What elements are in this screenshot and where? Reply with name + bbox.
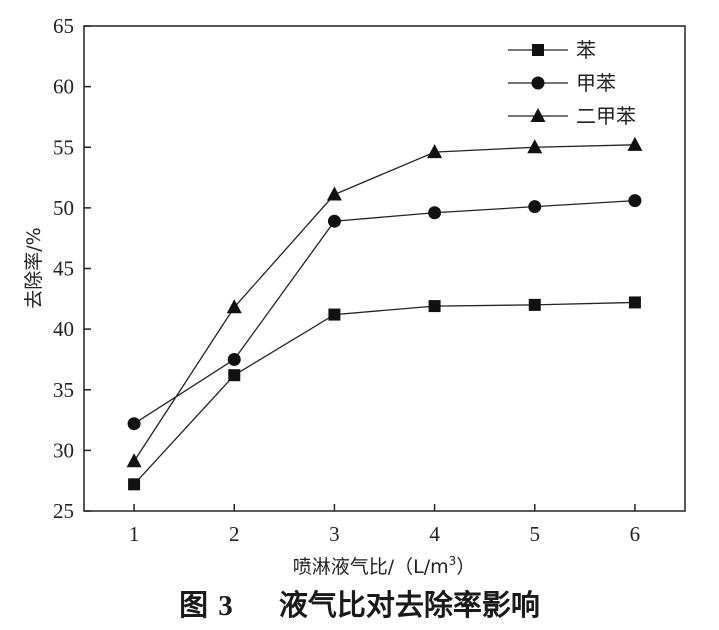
data-point-series-1 (228, 369, 241, 382)
data-point-series-1 (128, 478, 141, 491)
data-point-series-2 (127, 417, 141, 431)
data-point-series-2 (528, 200, 542, 214)
series-line-3 (133, 144, 635, 462)
legend-marker (532, 44, 544, 56)
x-tick-label: 2 (229, 522, 240, 546)
data-point-series-3 (226, 299, 242, 314)
caption-number: 3 (218, 590, 233, 622)
y-tick-label: 45 (53, 257, 74, 281)
caption-prefix: 图 (179, 588, 209, 622)
legend-marker (530, 108, 546, 122)
plot-frame (83, 25, 686, 512)
x-tick-label: 4 (429, 522, 440, 546)
y-axis-label: 去除率/% (23, 227, 45, 308)
y-tick-label: 55 (53, 135, 74, 159)
x-tick-label: 6 (630, 522, 641, 546)
x-axis-label-superscript: 3 (449, 554, 457, 568)
figure-caption: 图 3 液气比对去除率影响 (0, 582, 719, 624)
data-point-series-1 (528, 298, 541, 311)
series-line-1 (133, 301, 635, 485)
data-point-series-3 (427, 144, 443, 159)
y-tick-label: 30 (53, 438, 74, 462)
y-tick-label: 60 (53, 75, 74, 99)
legend-label: 二甲苯 (576, 104, 636, 128)
x-axis-label-main: 喷淋液气比/（L/m (293, 556, 449, 578)
y-tick-label: 40 (53, 317, 74, 341)
data-point-series-3 (126, 453, 142, 468)
data-point-series-1 (328, 308, 341, 321)
x-tick-label: 5 (530, 522, 541, 546)
y-tick-label: 25 (53, 499, 74, 523)
x-axis-label: 喷淋液气比/（L/m3） (293, 554, 476, 578)
y-tick-label: 65 (53, 14, 74, 38)
x-tick-label: 1 (129, 522, 140, 546)
caption-text: 液气比对去除率影响 (278, 588, 540, 622)
data-point-series-1 (428, 300, 441, 313)
data-point-series-2 (227, 352, 241, 366)
y-tick-label: 50 (53, 196, 74, 220)
data-point-series-2 (628, 194, 642, 208)
legend-marker (531, 76, 545, 90)
data-point-series-3 (527, 139, 543, 154)
data-point-series-3 (326, 186, 342, 201)
x-tick-label: 3 (329, 522, 340, 546)
legend-label: 甲苯 (576, 71, 616, 95)
data-point-series-1 (628, 296, 641, 309)
data-point-series-2 (428, 206, 442, 220)
y-tick-label: 35 (53, 378, 74, 402)
x-axis-label-close: ） (456, 556, 475, 578)
legend-label: 苯 (576, 38, 596, 62)
series-layer (126, 136, 643, 491)
series-line-2 (133, 199, 635, 425)
data-point-series-2 (327, 214, 341, 228)
y-axis: 25 30 35 40 45 50 55 60 65 (53, 14, 91, 523)
data-point-series-3 (627, 136, 643, 151)
x-axis: 1 2 3 4 5 6 (129, 504, 640, 546)
